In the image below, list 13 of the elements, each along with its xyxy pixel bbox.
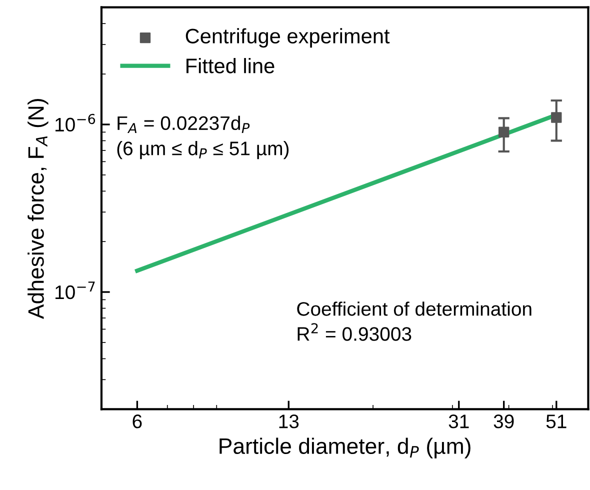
x-tick-label: 39 <box>494 414 514 428</box>
legend-label: Fitted line <box>186 58 274 74</box>
legend-label: Centrifuge experiment <box>186 28 390 48</box>
x-tick-label: 13 <box>279 414 299 428</box>
y-tick-label: 10$^{−7}$ <box>56 282 95 300</box>
x-axis-title: Particle diameter, d$_{P}$ (µm) <box>220 438 470 458</box>
annotation: Coefficient of determination R$^{2}$ = 0.93003 <box>297 302 532 341</box>
y-axis-title: Adhesive force, F$_{A}$ (N) <box>28 99 48 319</box>
x-tick-label: 51 <box>546 414 566 428</box>
x-tick-label: 31 <box>448 414 469 428</box>
y-tick-label: 10$^{−6}$ <box>56 114 96 132</box>
x-tick-label: 6 <box>132 414 142 428</box>
text: F$_{A}$ = 0.02237d$_{P}$ (6 µm ≤ d$_{P}$ ≤ 51 µm) <box>117 116 289 160</box>
